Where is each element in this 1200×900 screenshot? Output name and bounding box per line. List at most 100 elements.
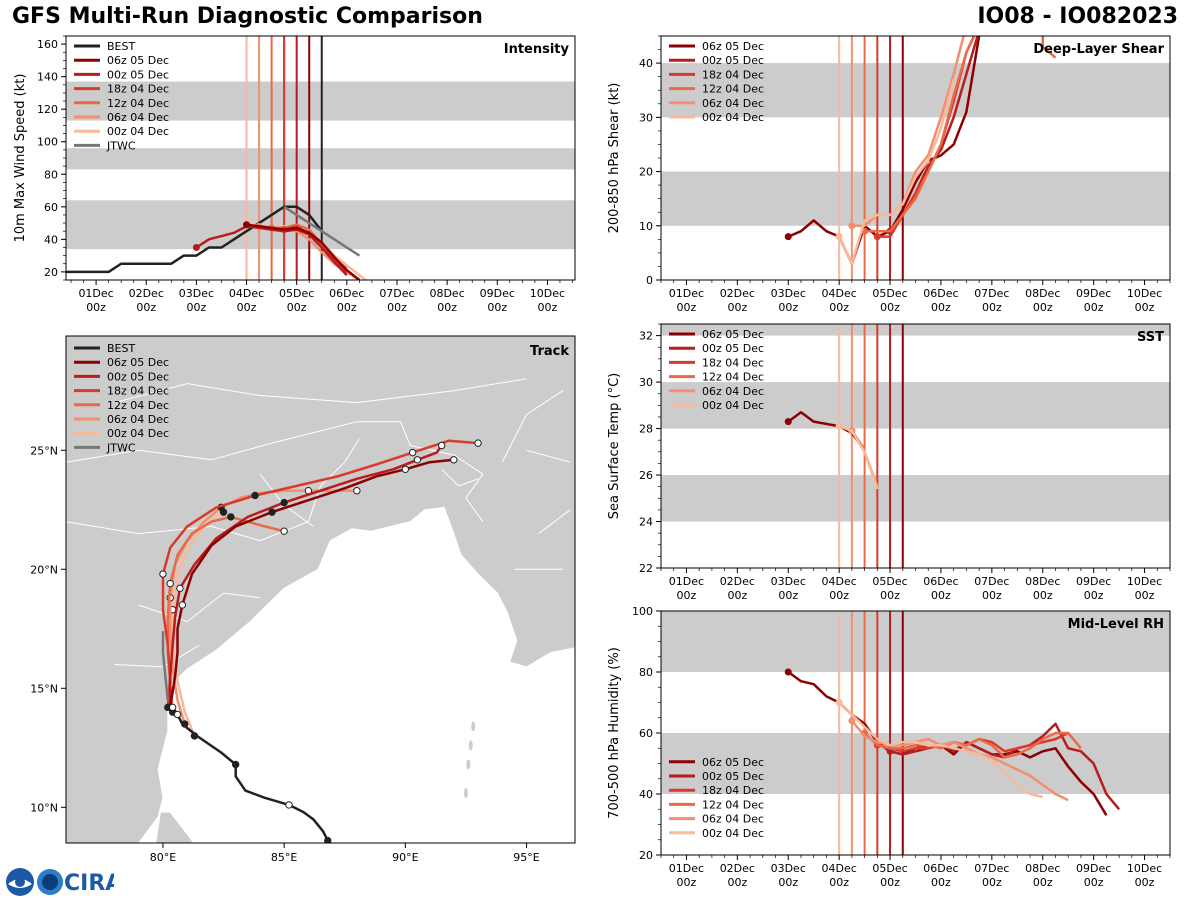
legend-label-12z-04-dec: 12z 04 Dec <box>702 83 764 96</box>
andaman-island <box>471 721 476 732</box>
track-xtick-label: 90°E <box>392 851 418 864</box>
rh-xtick-label: 01Dec <box>669 862 704 875</box>
andaman-island <box>466 759 471 770</box>
intensity-shade-band <box>66 148 575 170</box>
rh-xtick-label: 04Dec <box>822 862 857 875</box>
intensity-xtick-label-hour: 00z <box>487 301 507 314</box>
rh-xtick-label: 06Dec <box>923 862 958 875</box>
shear-shade-band <box>661 63 1170 118</box>
rh-xtick-label: 08Dec <box>1025 862 1060 875</box>
intensity-ytick-label: 140 <box>37 71 58 84</box>
rh-xtick-label: 10Dec <box>1127 862 1162 875</box>
rh-ytick-label: 80 <box>639 666 653 679</box>
sst-xtick-label: 04Dec <box>822 575 857 588</box>
track-position-18z-04-dec <box>474 439 482 447</box>
legend-label-12z-04-dec: 12z 04 Dec <box>107 399 169 412</box>
legend-label-06z-05-dec: 06z 05 Dec <box>107 356 169 369</box>
track-position-best <box>324 836 332 843</box>
sst-xtick-label-hour: 00z <box>727 589 747 602</box>
track-xtick-label: 80°E <box>150 851 176 864</box>
track-ytick-label: 25°N <box>30 444 58 457</box>
shear-ytick-label: 40 <box>639 57 653 70</box>
legend-label-00z-05-dec: 00z 05 Dec <box>107 370 169 383</box>
rh-panel-title: Mid-Level RH <box>1068 617 1164 632</box>
sst-series-00z-04-dec <box>838 425 879 490</box>
track-position-06z-05-dec <box>450 456 458 464</box>
intensity-xtick-label: 07Dec <box>379 287 414 300</box>
legend-label-12z-04-dec: 12z 04 Dec <box>107 97 169 110</box>
track-position-18z-04-dec <box>251 491 259 500</box>
sst-ylabel: Sea Surface Temp (°C) <box>607 373 622 520</box>
rh-ytick-label: 20 <box>639 849 653 862</box>
track-jtwc <box>161 631 170 701</box>
intensity-ytick-label: 20 <box>44 266 58 279</box>
track-axes-frame <box>65 335 576 844</box>
legend-label-18z-04-dec: 18z 04 Dec <box>702 784 764 797</box>
shear-xtick-label-hour: 00z <box>778 301 798 314</box>
sst-xtick-label: 03Dec <box>771 575 806 588</box>
intensity-xtick-label-hour: 00z <box>387 301 407 314</box>
legend-label-12z-04-dec: 12z 04 Dec <box>702 798 764 811</box>
sst-xtick-label-hour: 00z <box>778 589 798 602</box>
legend-label-00z-05-dec: 00z 05 Dec <box>702 342 764 355</box>
intensity-ytick-label: 100 <box>37 136 58 149</box>
shear-xtick-label-hour: 00z <box>1033 301 1053 314</box>
rh-xtick-label-hour: 00z <box>829 876 849 889</box>
shear-xtick-label: 09Dec <box>1076 287 1111 300</box>
shear-series-12z-04-dec <box>864 36 976 233</box>
cira-logo: CIRA <box>6 868 114 896</box>
track-position-12z-04-dec <box>227 513 235 521</box>
svg-text:CIRA: CIRA <box>64 871 114 896</box>
intensity-shade-band <box>66 81 575 121</box>
storm-id-title: IO08 - IO082023 <box>977 4 1178 29</box>
sst-ytick-label: 28 <box>639 423 653 436</box>
track-position-12z-04-dec <box>280 527 288 535</box>
intensity-series-06z-05-dec <box>246 223 361 280</box>
sst-xtick-label-hour: 00z <box>982 589 1002 602</box>
sst-xtick-label-hour: 00z <box>880 589 900 602</box>
legend-label-00z-05-dec: 00z 05 Dec <box>702 770 764 783</box>
rh-xtick-label-hour: 00z <box>1084 876 1104 889</box>
shear-series-06z-05-dec <box>787 36 981 265</box>
intensity-series-00z-05-dec <box>195 225 348 276</box>
sst-shade-band <box>661 324 1170 336</box>
track-position-best <box>285 801 293 809</box>
rh-point-06z-05-dec <box>784 668 792 676</box>
intensity-xtick-label: 10Dec <box>530 287 565 300</box>
intensity-xtick-label: 02Dec <box>129 287 164 300</box>
legend-label-18z-04-dec: 18z 04 Dec <box>107 83 169 96</box>
shear-xtick-label-hour: 00z <box>829 301 849 314</box>
track-position-06z-05-dec <box>178 601 187 609</box>
rh-xtick-label: 03Dec <box>771 862 806 875</box>
shear-xtick-label-hour: 00z <box>677 301 697 314</box>
shear-panel-title: Deep-Layer Shear <box>1033 42 1164 57</box>
intensity-ytick-label: 40 <box>44 233 58 246</box>
intensity-xtick-label-hour: 00z <box>337 301 357 314</box>
sst-xtick-label-hour: 00z <box>1135 589 1155 602</box>
rh-ytick-label: 100 <box>632 605 653 618</box>
shear-point-06z-04-dec <box>848 222 856 230</box>
admin-border <box>400 421 484 522</box>
track-position-18z-04-dec <box>408 448 417 457</box>
sst-xtick-label: 02Dec <box>720 575 755 588</box>
intensity-xtick-label-hour: 00z <box>186 301 206 314</box>
andaman-island <box>468 740 473 751</box>
shear-point-12z-04-dec <box>1039 30 1046 34</box>
admin-border <box>114 378 527 404</box>
rh-xtick-label-hour: 00z <box>778 876 798 889</box>
page-title: GFS Multi-Run Diagnostic Comparison <box>12 4 483 29</box>
intensity-xtick-label: 06Dec <box>329 287 364 300</box>
shear-ytick-label: 10 <box>639 220 653 233</box>
intensity-ytick-label: 60 <box>44 201 58 214</box>
sst-xtick-label-hour: 00z <box>1033 589 1053 602</box>
legend-label-06z-04-dec: 06z 04 Dec <box>107 111 169 124</box>
intensity-ytick-label: 80 <box>44 168 58 181</box>
legend-label-06z-04-dec: 06z 04 Dec <box>702 97 764 110</box>
sst-xtick-label: 09Dec <box>1076 575 1111 588</box>
sst-xtick-label: 05Dec <box>872 575 907 588</box>
shear-point-18z-04-dec <box>873 233 881 241</box>
intensity-point-06z-05-dec <box>243 221 251 229</box>
rh-ylabel: 700-500 hPa Humidity (%) <box>607 647 622 819</box>
shear-xtick-label-hour: 00z <box>727 301 747 314</box>
shear-series-12z-04-dec <box>1041 36 1057 59</box>
